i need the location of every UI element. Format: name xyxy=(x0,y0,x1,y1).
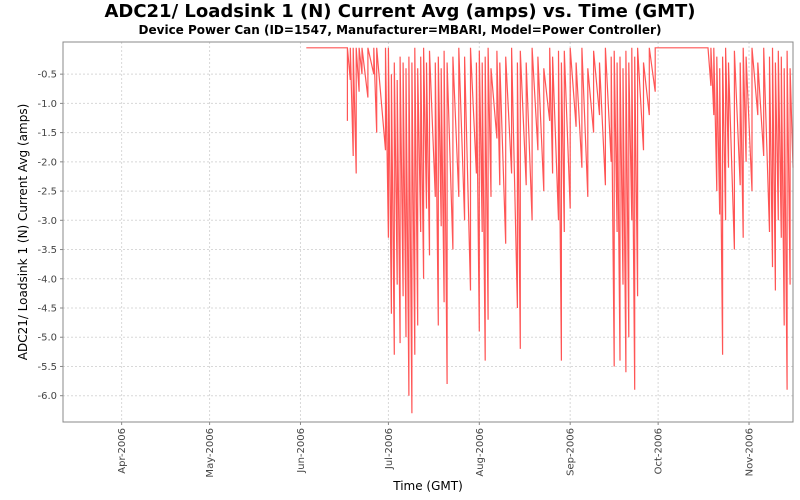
x-axis-label: Time (GMT) xyxy=(392,479,463,493)
x-tick-label: May-2006 xyxy=(205,428,216,478)
x-tick-label: Jul-2006 xyxy=(384,428,395,470)
x-axis-ticks: Apr-2006 May-2006 Jun-2006 Jul-2006 Aug-2006… xyxy=(117,422,756,478)
x-tick-label: Sep-2006 xyxy=(566,428,577,476)
y-tick-label: -5.0 xyxy=(37,333,57,344)
series-line xyxy=(306,47,794,414)
y-axis-ticks: -0.5 -1.0 -1.5 -2.0 -2.5 -3.0 -3.5 -4.0 -4.5 -5.0… xyxy=(37,70,63,402)
y-tick-label: -2.0 xyxy=(37,157,57,168)
y-tick-label: -5.5 xyxy=(37,362,57,373)
plot-background xyxy=(63,42,793,422)
y-tick-label: -2.5 xyxy=(37,187,57,198)
chart-title: ADC21/ Loadsink 1 (N) Current Avg (amps)… xyxy=(104,1,696,22)
y-tick-label: -0.5 xyxy=(37,70,57,81)
y-tick-label: -3.0 xyxy=(37,216,57,227)
y-tick-label: -1.0 xyxy=(37,99,57,110)
y-tick-label: -6.0 xyxy=(37,391,57,402)
plot-border xyxy=(62,41,794,423)
y-tick-label: -4.5 xyxy=(37,304,57,315)
x-tick-label: Apr-2006 xyxy=(117,428,128,474)
series-layer xyxy=(306,47,794,414)
x-tick-label: Jun-2006 xyxy=(296,428,307,474)
x-tick-label: Aug-2006 xyxy=(475,428,486,477)
chart-subtitle: Device Power Can (ID=1547, Manufacturer=… xyxy=(138,23,662,37)
y-tick-label: -3.5 xyxy=(37,245,57,256)
x-tick-label: Oct-2006 xyxy=(654,428,665,474)
y-axis-label: ADC21/ Loadsink 1 (N) Current Avg (amps) xyxy=(16,104,30,361)
y-tick-label: -4.0 xyxy=(37,274,57,285)
y-tick-label: -1.5 xyxy=(37,128,57,139)
x-tick-label: Nov-2006 xyxy=(745,428,756,476)
